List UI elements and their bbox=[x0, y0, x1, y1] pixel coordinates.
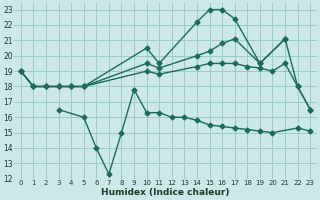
X-axis label: Humidex (Indice chaleur): Humidex (Indice chaleur) bbox=[101, 188, 230, 197]
